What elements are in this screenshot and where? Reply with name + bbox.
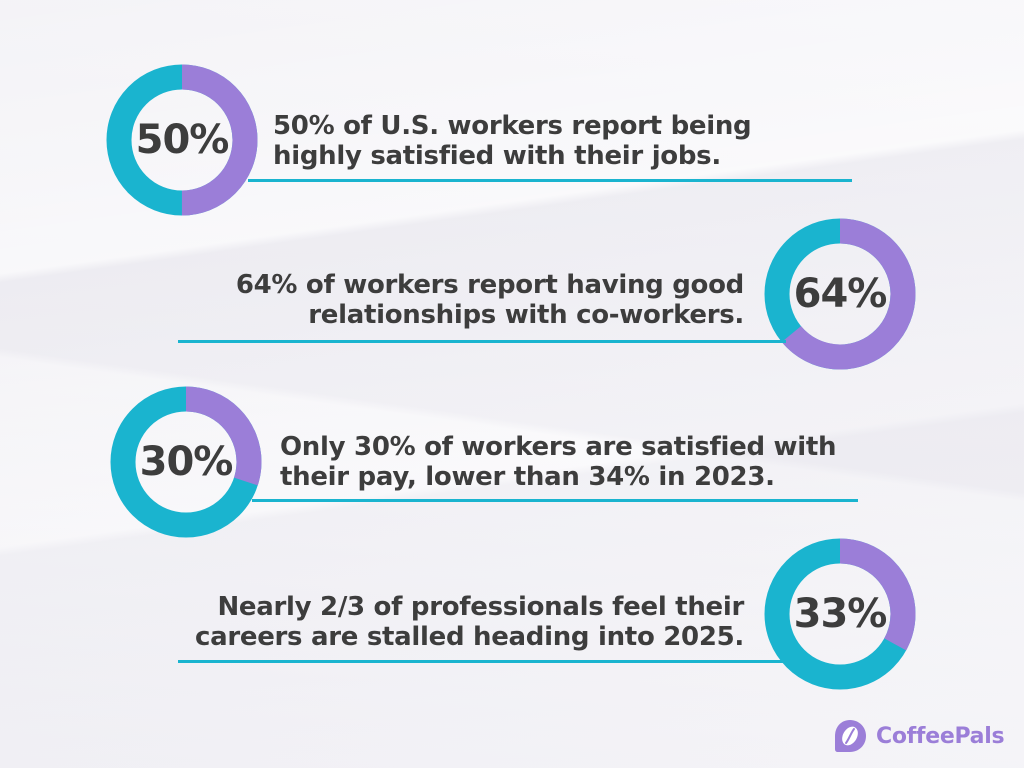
donut-filled-segment-2: [764, 218, 916, 370]
donut-svg-2: [764, 218, 916, 370]
donut-value-label-4: 33%: [793, 591, 888, 637]
stat-text-3: Only 30% of workers are satisfied with t…: [280, 432, 837, 492]
stat-text-4-line-1: Nearly 2/3 of professionals feel their: [217, 592, 744, 622]
donut-filled-segment-4: [764, 538, 916, 690]
stat-text-2-line-1: 64% of workers report having good: [235, 270, 744, 300]
stat-text-3-line-2: their pay, lower than 34% in 2023.: [280, 462, 775, 492]
divider-line-1: [248, 179, 852, 182]
donut-value-label-2: 64%: [793, 271, 888, 317]
divider-line-2: [178, 340, 786, 343]
donut-chart-1: 50%: [104, 62, 260, 218]
donut-svg-1: [106, 64, 258, 216]
stat-text-3-line-1: Only 30% of workers are satisfied with: [280, 432, 837, 462]
stat-text-1-line-1: 50% of U.S. workers report being: [273, 111, 752, 141]
stat-text-4-line-2: careers are stalled heading into 2025.: [194, 622, 744, 652]
stat-text-4: Nearly 2/3 of professionals feel their c…: [195, 592, 744, 652]
donut-chart-4: 33%: [762, 536, 918, 692]
donut-filled-segment-1: [106, 64, 258, 216]
donut-svg-4: [764, 538, 916, 690]
brand-name: CoffeePals: [876, 723, 1005, 749]
coffee-bean-icon: [835, 720, 866, 752]
donut-svg-3: [110, 386, 262, 538]
donut-chart-3: 30%: [108, 384, 264, 540]
stat-text-2-line-2: relationships with co-workers.: [308, 300, 744, 330]
donut-chart-2: 64%: [762, 216, 918, 372]
donut-filled-segment-3: [110, 386, 262, 538]
stat-text-1-line-2: highly satisfied with their jobs.: [273, 141, 721, 171]
donut-value-label-1: 50%: [135, 117, 230, 163]
stat-text-1: 50% of U.S. workers report being highly …: [273, 111, 752, 171]
stat-text-2: 64% of workers report having good relati…: [236, 270, 744, 330]
brand-logo-lockup: CoffeePals: [832, 716, 1005, 756]
divider-line-3: [252, 499, 858, 502]
donut-value-label-3: 30%: [139, 439, 234, 485]
divider-line-4: [178, 660, 786, 663]
